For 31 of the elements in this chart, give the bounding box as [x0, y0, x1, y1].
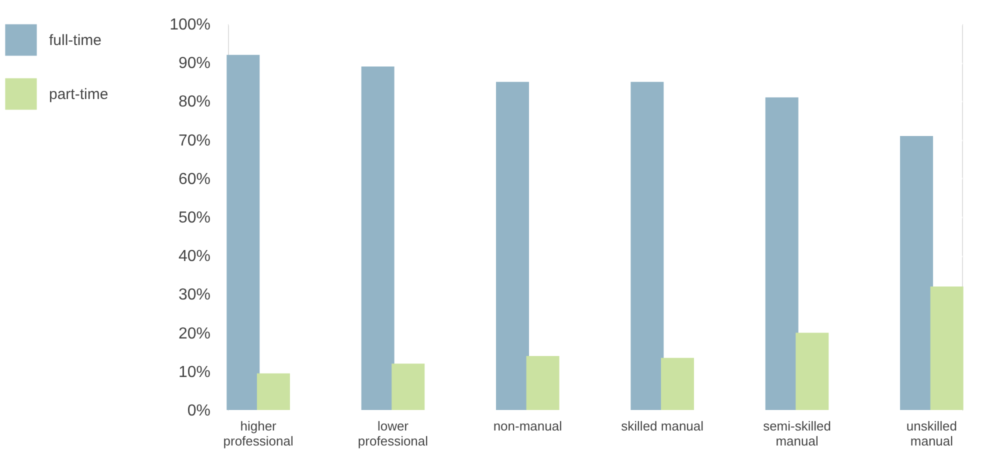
bar: [226, 54, 260, 410]
y-tick-label: 90%: [178, 55, 210, 72]
y-tick-label: 30%: [178, 286, 210, 304]
bar: [256, 373, 290, 410]
bar: [526, 356, 560, 410]
bar: [660, 358, 694, 410]
y-tick-label: 0%: [187, 402, 210, 420]
x-tick-label: non-manual: [493, 418, 562, 434]
bar: [361, 66, 394, 410]
x-tick-label: unskilled manual: [906, 418, 957, 448]
legend-label: part-time: [49, 86, 108, 103]
x-tick-label: semi-skilled manual: [763, 418, 831, 448]
bar: [765, 97, 798, 410]
bar: [930, 286, 964, 410]
bar: [900, 136, 934, 410]
y-tick-label: 60%: [178, 170, 210, 188]
y-tick-label: 80%: [178, 94, 210, 111]
x-tick-label: higher professional: [223, 418, 294, 448]
y-tick-label: 100%: [170, 16, 210, 34]
x-tick-label: skilled manual: [621, 418, 704, 434]
y-tick-label: 10%: [178, 364, 210, 381]
bar: [392, 364, 425, 410]
y-tick-label: 40%: [178, 248, 210, 266]
y-tick-label: 70%: [178, 132, 210, 150]
bar: [630, 82, 664, 410]
bar: [796, 332, 829, 410]
bar: [496, 82, 530, 410]
y-tick-label: 20%: [178, 325, 210, 342]
legend-label: full-time: [49, 32, 102, 49]
x-tick-label: lower professional: [358, 418, 428, 448]
y-tick-label: 50%: [178, 210, 210, 226]
